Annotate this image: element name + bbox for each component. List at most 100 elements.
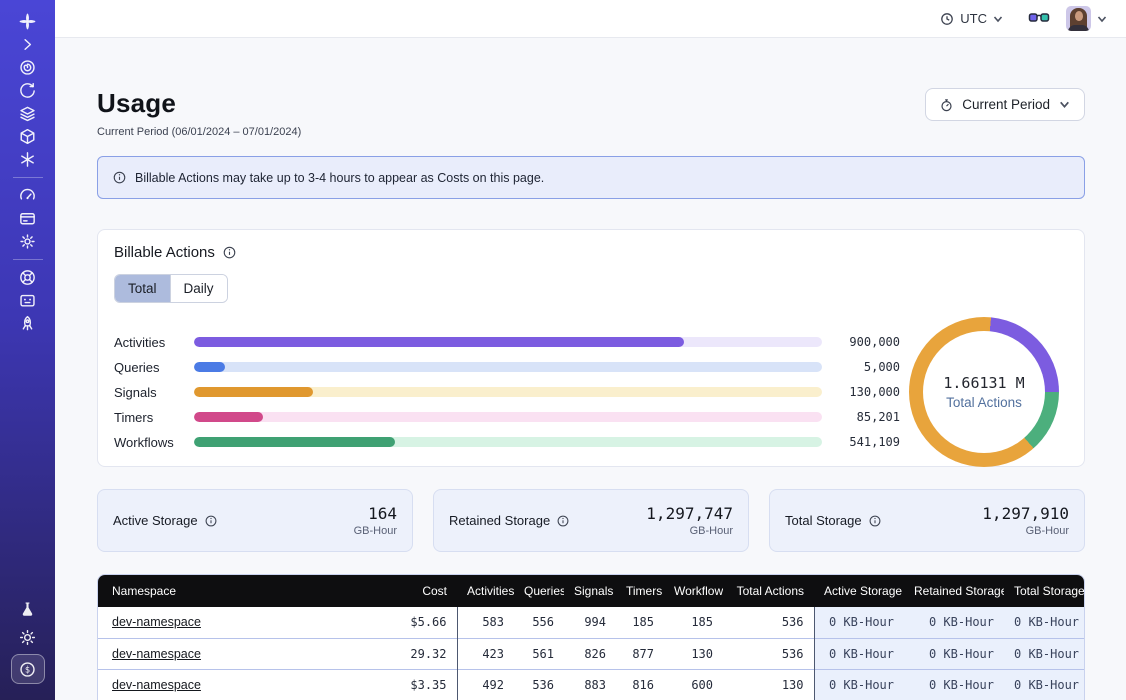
- chevron-down-icon: [992, 13, 1004, 25]
- info-icon[interactable]: [556, 514, 570, 528]
- lifebuoy-icon: [18, 268, 37, 287]
- namespace-link[interactable]: dev-namespace: [112, 678, 201, 692]
- bar-label: Workflows: [114, 435, 186, 450]
- sidebar-item-asterisk[interactable]: [11, 148, 45, 171]
- bar-fill: [194, 337, 684, 347]
- glasses-icon: [1028, 11, 1050, 26]
- retained-storage-unit: GB-Hour: [646, 525, 733, 537]
- column-header-active-storage: Active Storage: [814, 575, 904, 607]
- info-icon[interactable]: [868, 514, 882, 528]
- sidebar-item-circular-arrow[interactable]: [11, 79, 45, 102]
- cube-icon: [18, 127, 37, 146]
- sidebar-item-pinwheel-logo[interactable]: [11, 10, 45, 33]
- tab-daily[interactable]: Daily: [170, 275, 227, 302]
- pinwheel-logo-icon: [18, 12, 37, 31]
- bar-fill: [194, 412, 263, 422]
- table-cell: 536: [514, 669, 564, 700]
- table-cell: 185: [664, 607, 723, 638]
- bar-value: 900,000: [832, 335, 900, 349]
- namespace-cell: dev-namespace: [98, 669, 366, 700]
- donut-chart: 1.66131 M Total Actions: [909, 317, 1059, 467]
- table-cell: 130: [723, 669, 814, 700]
- table-cell: 826: [564, 638, 616, 669]
- sidebar-item-cube[interactable]: [11, 125, 45, 148]
- column-header-queries: Queries: [514, 575, 564, 607]
- sidebar-group-bottom: $: [11, 598, 45, 700]
- sun-icon: [18, 628, 37, 647]
- table-cell: 29.32: [366, 638, 457, 669]
- asterisk-icon: [18, 150, 37, 169]
- period-selector-button[interactable]: Current Period: [925, 88, 1085, 121]
- total-storage-value: 1,297,910: [982, 504, 1069, 523]
- billable-actions-title-row: Billable Actions: [114, 244, 1068, 261]
- column-header-retained-storage: Retained Storage: [904, 575, 1004, 607]
- table-cell: 0 KB-Hour: [1004, 607, 1085, 638]
- topbar: UTC: [55, 0, 1126, 38]
- billable-actions-chart: Activities900,000Queries5,000Signals130,…: [114, 317, 1068, 467]
- storage-summary-row: Active Storage 164 GB-Hour Retained Stor…: [97, 489, 1085, 552]
- retained-storage-value: 1,297,747: [646, 504, 733, 523]
- bar-row-activities: Activities900,000: [114, 330, 900, 355]
- donut-chart-container: 1.66131 M Total Actions: [900, 317, 1068, 467]
- active-storage-unit: GB-Hour: [354, 525, 397, 537]
- table-cell: 536: [723, 638, 814, 669]
- table-cell: 583: [457, 607, 514, 638]
- svg-text:$: $: [25, 665, 30, 675]
- sidebar-item-gauge[interactable]: [11, 184, 45, 207]
- table-cell: $5.66: [366, 607, 457, 638]
- stopwatch-icon: [939, 97, 954, 113]
- sidebar-item-dollar-coin[interactable]: $: [11, 654, 45, 684]
- table-cell: 556: [514, 607, 564, 638]
- billable-view-tabs: Total Daily: [114, 274, 228, 303]
- table-header-row: NamespaceCostActivitiesQueriesSignalsTim…: [98, 575, 1085, 607]
- table-cell: 561: [514, 638, 564, 669]
- info-icon[interactable]: [204, 514, 218, 528]
- tab-total[interactable]: Total: [115, 275, 170, 302]
- spiral-icon: [18, 58, 37, 77]
- table-cell: 492: [457, 669, 514, 700]
- sidebar-group-help: [11, 266, 45, 335]
- bar-fill: [194, 362, 225, 372]
- column-header-activities: Activities: [457, 575, 514, 607]
- avatar: [1066, 6, 1091, 31]
- info-icon[interactable]: [222, 245, 237, 260]
- sidebar-item-spiral[interactable]: [11, 56, 45, 79]
- sidebar-item-chevron-right[interactable]: [11, 33, 45, 56]
- info-banner-text: Billable Actions may take up to 3-4 hour…: [135, 171, 544, 185]
- page-title: Usage: [97, 88, 301, 119]
- sidebar-item-credit-card[interactable]: [11, 207, 45, 230]
- column-header-workflows: Workflows: [664, 575, 723, 607]
- info-icon: [112, 170, 127, 185]
- timezone-selector[interactable]: UTC: [939, 11, 1004, 27]
- table-cell: 130: [664, 638, 723, 669]
- sidebar-item-gear[interactable]: [11, 230, 45, 253]
- table-cell: 0 KB-Hour: [814, 638, 904, 669]
- sidebar-item-lifebuoy[interactable]: [11, 266, 45, 289]
- column-header-timers: Timers: [616, 575, 664, 607]
- bar-chart: Activities900,000Queries5,000Signals130,…: [114, 330, 900, 455]
- monitor-icon: [18, 291, 37, 310]
- table-cell: 0 KB-Hour: [814, 669, 904, 700]
- sidebar-item-rocket[interactable]: [11, 312, 45, 335]
- table-cell: 0 KB-Hour: [904, 669, 1004, 700]
- sidebar-item-sun[interactable]: [11, 626, 45, 649]
- namespace-link[interactable]: dev-namespace: [112, 615, 201, 629]
- glasses-button[interactable]: [1028, 11, 1050, 26]
- sidebar-group-top: [11, 10, 45, 171]
- column-header-total-storage: Total Storage: [1004, 575, 1085, 607]
- table-cell: 0 KB-Hour: [814, 607, 904, 638]
- table-cell: 883: [564, 669, 616, 700]
- namespace-link[interactable]: dev-namespace: [112, 647, 201, 661]
- credit-card-icon: [18, 209, 37, 228]
- namespace-cell: dev-namespace: [98, 607, 366, 638]
- sidebar-item-flask[interactable]: [11, 598, 45, 621]
- page-header: Usage Current Period (06/01/2024 – 07/01…: [97, 88, 1085, 138]
- page-subtitle: Current Period (06/01/2024 – 07/01/2024): [97, 126, 301, 138]
- user-menu[interactable]: [1066, 6, 1108, 31]
- retained-storage-card: Retained Storage 1,297,747 GB-Hour: [433, 489, 749, 552]
- bar-label: Signals: [114, 385, 186, 400]
- sidebar-item-layers[interactable]: [11, 102, 45, 125]
- total-storage-label: Total Storage: [785, 513, 862, 528]
- table-cell: 0 KB-Hour: [904, 638, 1004, 669]
- sidebar-item-monitor[interactable]: [11, 289, 45, 312]
